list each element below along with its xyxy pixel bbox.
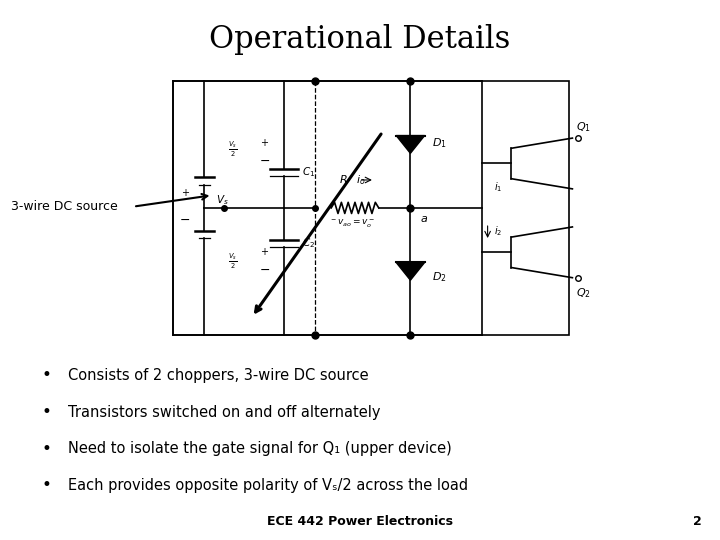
Polygon shape <box>396 262 425 280</box>
Text: $C_2$: $C_2$ <box>302 237 315 251</box>
Text: a: a <box>420 214 428 224</box>
Text: 2: 2 <box>693 515 702 528</box>
Text: ECE 442 Power Electronics: ECE 442 Power Electronics <box>267 515 453 528</box>
Text: +: + <box>260 138 268 148</box>
Text: •: • <box>42 403 52 421</box>
Text: $C_1$: $C_1$ <box>302 165 315 179</box>
Text: −: − <box>179 214 190 227</box>
Text: $\frac{V_s}{2}$: $\frac{V_s}{2}$ <box>228 252 238 271</box>
Text: $Q_2$: $Q_2$ <box>576 286 591 300</box>
Text: Each provides opposite polarity of Vₛ/2 across the load: Each provides opposite polarity of Vₛ/2 … <box>68 478 469 493</box>
Text: R: R <box>339 175 347 185</box>
Text: +: + <box>260 247 268 258</box>
Text: $i_1$: $i_1$ <box>494 181 502 194</box>
Bar <box>173 81 569 335</box>
Text: $Q_1$: $Q_1$ <box>576 120 591 133</box>
Text: −: − <box>260 264 271 276</box>
Text: •: • <box>42 440 52 458</box>
Text: Need to isolate the gate signal for Q₁ (upper device): Need to isolate the gate signal for Q₁ (… <box>68 441 452 456</box>
Text: $D_1$: $D_1$ <box>432 136 447 150</box>
Text: $^-v_{ao}=v_o^-$: $^-v_{ao}=v_o^-$ <box>329 218 375 231</box>
Text: Operational Details: Operational Details <box>210 24 510 55</box>
Text: 3-wire DC source: 3-wire DC source <box>11 200 117 213</box>
Text: •: • <box>42 476 52 495</box>
Text: +: + <box>181 188 189 198</box>
Text: $i_o$: $i_o$ <box>356 173 366 187</box>
Polygon shape <box>396 136 425 153</box>
Text: Consists of 2 choppers, 3-wire DC source: Consists of 2 choppers, 3-wire DC source <box>68 368 369 383</box>
Text: •: • <box>42 366 52 384</box>
Text: $i_2$: $i_2$ <box>494 224 502 238</box>
Text: $\frac{V_s}{2}$: $\frac{V_s}{2}$ <box>228 140 238 159</box>
Text: $D_2$: $D_2$ <box>432 270 447 284</box>
Text: Transistors switched on and off alternately: Transistors switched on and off alternat… <box>68 404 381 420</box>
Text: $V_s$: $V_s$ <box>216 193 229 207</box>
Text: −: − <box>260 154 271 167</box>
